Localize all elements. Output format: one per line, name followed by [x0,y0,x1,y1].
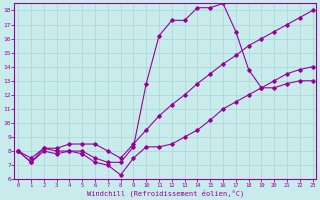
X-axis label: Windchill (Refroidissement éolien,°C): Windchill (Refroidissement éolien,°C) [87,189,244,197]
